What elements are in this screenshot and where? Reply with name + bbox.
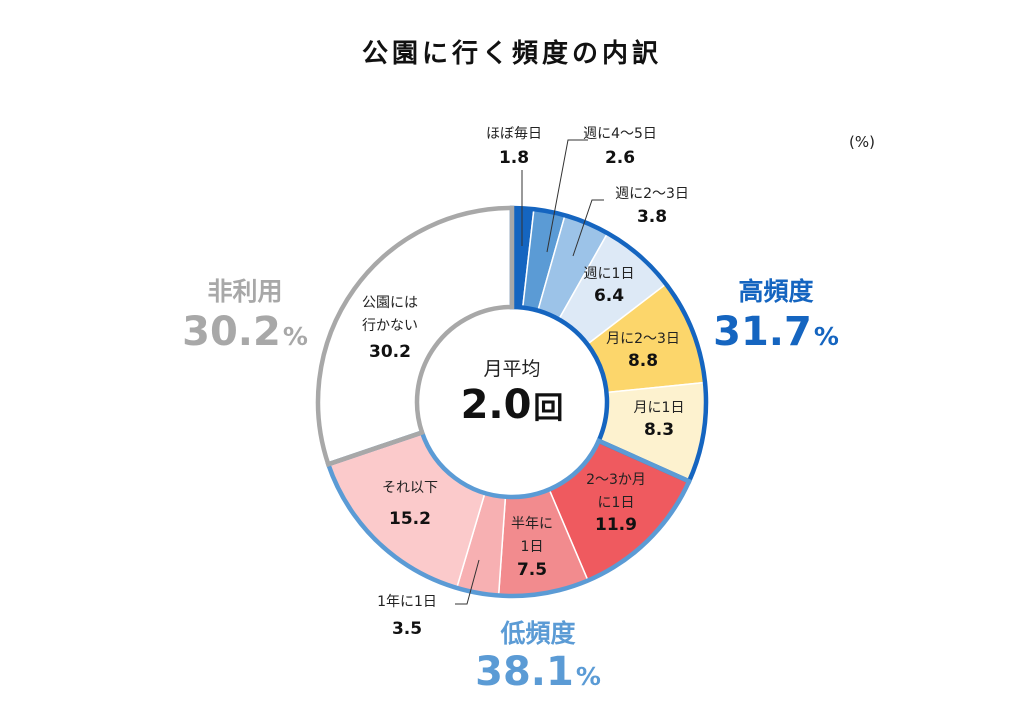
group-outline-2 — [325, 429, 693, 599]
group-name: 高頻度 — [738, 277, 813, 306]
center-value: 2.0回 — [461, 382, 564, 428]
slice-value: 3.8 — [637, 207, 667, 227]
slice-label-4: 週に1日 6.4 — [584, 266, 635, 306]
leader-line-2 — [546, 139, 588, 253]
slice-value: 7.5 — [517, 560, 547, 580]
slice-label-text: 週に2〜3日 — [615, 186, 689, 202]
slice-label-9: 1年に1日 3.5 — [377, 594, 437, 639]
slice-label-2: 週に4〜5日 2.6 — [583, 126, 657, 168]
slice-value: 15.2 — [389, 509, 431, 529]
center-label: 月平均 — [483, 358, 540, 380]
group-value-number: 31.7 — [713, 309, 812, 355]
center-readout: 月平均 2.0回 — [461, 358, 564, 428]
slice-value: 30.2 — [369, 342, 411, 362]
group-outline-1 — [509, 205, 709, 485]
slice-labels-layer: ほぼ毎日 1.8 週に4〜5日 2.6 週に2〜3日 3.8 週に1日 6.4 月に2〜3日 8.… — [362, 126, 689, 639]
group-value-number: 30.2 — [182, 309, 281, 355]
slice-label-3: 週に2〜3日 3.8 — [615, 186, 689, 227]
chart-title: 公園に行く頻度の内訳 — [362, 38, 662, 69]
group-name: 非利用 — [207, 277, 282, 306]
slice-value: 8.3 — [644, 420, 674, 440]
slice-label-8: 半年に 1日 7.5 — [511, 516, 553, 580]
leader-lines-layer — [455, 139, 604, 605]
group-value: 30.2% — [182, 309, 308, 355]
leader-line-3 — [572, 199, 604, 257]
slice-label-text: 週に4〜5日 — [583, 126, 657, 142]
slice-label-text: それ以下 — [382, 480, 438, 496]
slice-label-text: 月に2〜3日 — [606, 331, 680, 347]
unit-label: (%) — [849, 133, 875, 151]
slice-label-text: 半年に — [511, 516, 553, 532]
group-name: 低頻度 — [499, 619, 575, 648]
slice-value: 6.4 — [594, 286, 624, 306]
slice-label-text: 公園には — [362, 295, 418, 311]
group-value-pct: % — [814, 322, 839, 351]
slice-label-text-line2: 行かない — [362, 318, 418, 334]
slice-label-10: それ以下 15.2 — [382, 480, 438, 529]
slice-value: 11.9 — [595, 515, 637, 535]
slice-label-text: 月に1日 — [634, 400, 685, 416]
group-outline-3 — [315, 205, 515, 468]
group-outlines-layer — [315, 205, 709, 599]
center-value-number: 2.0 — [461, 382, 532, 428]
slice-value: 1.8 — [499, 148, 529, 168]
slice-value: 2.6 — [605, 148, 635, 168]
slice-label-6: 月に1日 8.3 — [634, 400, 685, 440]
slice-label-5: 月に2〜3日 8.8 — [606, 331, 680, 371]
group-value: 31.7% — [713, 309, 839, 355]
slice-value: 3.5 — [392, 619, 422, 639]
group-label-1: 高頻度 31.7% — [713, 277, 839, 355]
group-label-3: 非利用 30.2% — [182, 277, 308, 355]
slice-label-text: 1年に1日 — [377, 594, 437, 610]
slice-value: 8.8 — [628, 351, 658, 371]
slice-label-text-line2: に1日 — [598, 495, 635, 511]
slice-label-1: ほぼ毎日 1.8 — [486, 126, 542, 168]
group-value-pct: % — [576, 662, 601, 691]
leader-line-4 — [455, 559, 480, 605]
group-value-number: 38.1 — [475, 649, 574, 695]
slice-label-text-line2: 1日 — [521, 539, 544, 555]
slice-label-text: ほぼ毎日 — [486, 126, 542, 142]
group-value-pct: % — [283, 322, 308, 351]
group-value: 38.1% — [475, 649, 601, 695]
slice-label-text: 2〜3か月 — [586, 472, 646, 488]
center-value-unit: 回 — [533, 391, 563, 426]
slice-label-text: 週に1日 — [584, 266, 635, 282]
